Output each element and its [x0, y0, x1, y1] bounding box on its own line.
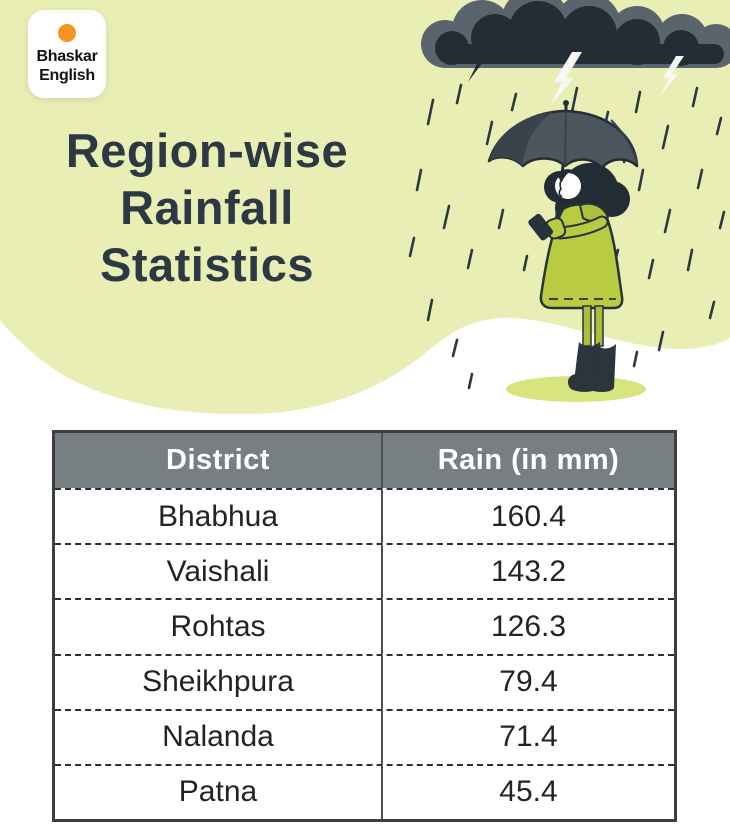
lightning-white-small-icon [660, 56, 684, 96]
logo-line1: Bhaskar [36, 47, 98, 65]
rain-value: 71.4 [499, 720, 558, 754]
table-header-row: District Rain (in mm) [55, 433, 674, 488]
rainfall-table: District Rain (in mm) Bhabhua 160.4 Vais… [52, 430, 677, 822]
table-row: Sheikhpura 79.4 [55, 653, 674, 709]
logo-orange-dot-icon [58, 23, 76, 42]
column-header-rain: Rain (in mm) [381, 433, 674, 488]
page-title: Region-wise Rainfall Statistics [2, 122, 412, 293]
district-name: Bhabhua [157, 499, 279, 533]
table-row: Patna 45.4 [55, 763, 674, 820]
title-line2: Rainfall [120, 181, 294, 234]
district-name: Nalanda [162, 720, 274, 754]
rain-value: 79.4 [499, 665, 558, 699]
title-line3: Statistics [100, 238, 314, 291]
rain-value: 45.4 [499, 775, 558, 809]
boots [567, 342, 616, 393]
title-line1: Region-wise [65, 124, 349, 177]
table-row: Nalanda 71.4 [55, 708, 674, 764]
rain-value: 126.3 [490, 609, 567, 643]
district-name: Sheikhpura [142, 665, 294, 699]
hero-section [0, 0, 730, 415]
lightning-dark-icon [468, 38, 490, 82]
rain-value: 160.4 [490, 499, 567, 533]
table-row: Vaishali 143.2 [55, 543, 674, 599]
table-row: Bhabhua 160.4 [55, 488, 674, 544]
logo-line2: English [39, 66, 95, 84]
phone [528, 213, 554, 241]
rain-value: 143.2 [490, 554, 567, 588]
storm-cloud-icon [421, 0, 730, 106]
woman-figure [528, 163, 630, 393]
table-row: Rohtas 126.3 [55, 598, 674, 654]
column-header-district: District [166, 444, 270, 476]
bhaskar-english-logo: Bhaskar English [28, 10, 106, 98]
district-name: Patna [178, 775, 258, 809]
rain-illustration [0, 0, 730, 415]
background-blob [0, 0, 730, 415]
umbrella-icon [487, 100, 639, 223]
lightning-white-icon [550, 52, 582, 106]
district-name: Rohtas [170, 609, 266, 643]
district-name: Vaishali [166, 554, 270, 588]
